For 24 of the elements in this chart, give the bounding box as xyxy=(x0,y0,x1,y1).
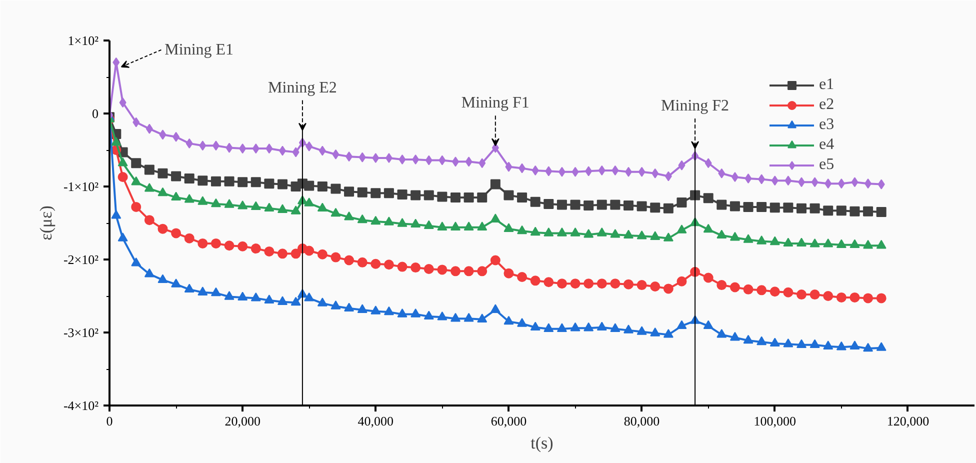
legend-label: e4 xyxy=(819,136,836,154)
y-tick-label: -3×10² xyxy=(63,325,99,340)
y-tick-label: 1×10² xyxy=(68,33,99,48)
annotation: Mining F2 xyxy=(661,98,730,115)
x-axis-title: t(s) xyxy=(530,434,554,452)
annotation: Mining F1 xyxy=(461,94,530,112)
legend-label: e2 xyxy=(819,96,836,114)
x-tick-label: 80,000 xyxy=(624,414,660,428)
x-tick-label: 100,000 xyxy=(754,414,796,428)
y-tick-label: -2×10² xyxy=(63,252,99,267)
annotation: Mining E2 xyxy=(268,79,337,96)
y-tick-label: -4×10² xyxy=(63,398,99,413)
legend-label: e3 xyxy=(819,116,836,134)
legend-label: e1 xyxy=(819,76,836,94)
x-tick-label: 120,000 xyxy=(886,414,930,428)
x-tick-label: 0 xyxy=(106,414,113,428)
y-tick-label: -1×10² xyxy=(63,179,99,194)
x-tick-label: 40,000 xyxy=(358,414,394,428)
x-tick-label: 20,000 xyxy=(224,414,260,428)
y-tick-label: 0 xyxy=(92,106,98,121)
annotation: Mining E1 xyxy=(164,41,234,58)
legend-label: e5 xyxy=(819,156,836,174)
x-tick-label: 60,000 xyxy=(490,414,527,428)
y-axis-title: ε(με) xyxy=(36,206,56,240)
